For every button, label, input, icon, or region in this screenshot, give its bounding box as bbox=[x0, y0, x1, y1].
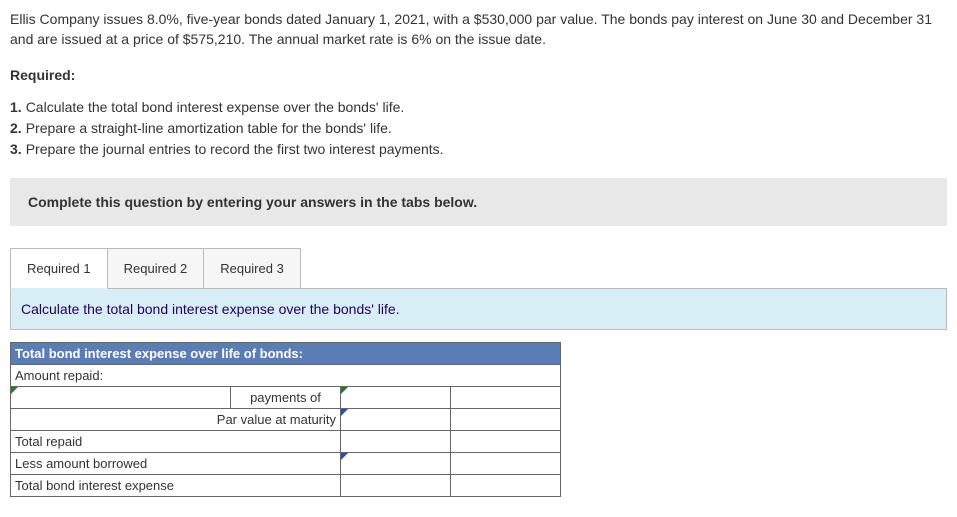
table-header: Total bond interest expense over life of… bbox=[11, 343, 561, 365]
par-value-label: Par value at maturity bbox=[11, 409, 341, 431]
total-expense-value bbox=[451, 475, 561, 497]
input-marker-icon bbox=[11, 387, 18, 394]
num-payments-input[interactable] bbox=[11, 387, 231, 409]
payments-total-cell bbox=[451, 387, 561, 409]
requirement-item: 1. Calculate the total bond interest exp… bbox=[10, 97, 947, 118]
payment-amount-input[interactable] bbox=[341, 387, 451, 409]
par-value-extra-cell bbox=[451, 409, 561, 431]
amount-borrowed-input[interactable] bbox=[341, 453, 451, 475]
requirement-item: 2. Prepare a straight-line amortization … bbox=[10, 118, 947, 139]
requirement-number: 3. bbox=[10, 139, 22, 160]
par-value-input[interactable] bbox=[341, 409, 451, 431]
required-heading: Required: bbox=[10, 67, 947, 83]
total-expense-label: Total bond interest expense bbox=[11, 475, 341, 497]
requirements-list: 1. Calculate the total bond interest exp… bbox=[10, 97, 947, 160]
bond-expense-table: Total bond interest expense over life of… bbox=[10, 342, 561, 497]
amount-repaid-label: Amount repaid: bbox=[11, 365, 561, 387]
input-marker-icon bbox=[341, 453, 348, 460]
total-repaid-label: Total repaid bbox=[11, 431, 341, 453]
requirement-item: 3. Prepare the journal entries to record… bbox=[10, 139, 947, 160]
tab-required-2[interactable]: Required 2 bbox=[107, 248, 205, 289]
requirement-number: 2. bbox=[10, 118, 22, 139]
tabs-container: Required 1 Required 2 Required 3 bbox=[10, 248, 947, 289]
total-repaid-value bbox=[451, 431, 561, 453]
requirement-text: Calculate the total bond interest expens… bbox=[26, 97, 405, 118]
requirement-text: Prepare the journal entries to record th… bbox=[26, 139, 444, 160]
blank-cell bbox=[341, 475, 451, 497]
payments-of-label: payments of bbox=[231, 387, 341, 409]
input-marker-icon bbox=[341, 409, 348, 416]
tab-required-3[interactable]: Required 3 bbox=[203, 248, 301, 289]
problem-statement: Ellis Company issues 8.0%, five-year bon… bbox=[10, 10, 947, 49]
less-borrowed-label: Less amount borrowed bbox=[11, 453, 341, 475]
less-borrowed-extra-cell bbox=[451, 453, 561, 475]
requirement-text: Prepare a straight-line amortization tab… bbox=[26, 118, 392, 139]
instruction-bar: Complete this question by entering your … bbox=[10, 178, 947, 226]
blank-cell bbox=[341, 431, 451, 453]
tab-prompt: Calculate the total bond interest expens… bbox=[10, 288, 947, 330]
input-marker-icon bbox=[341, 387, 348, 394]
tab-required-1[interactable]: Required 1 bbox=[10, 248, 108, 289]
requirement-number: 1. bbox=[10, 97, 22, 118]
